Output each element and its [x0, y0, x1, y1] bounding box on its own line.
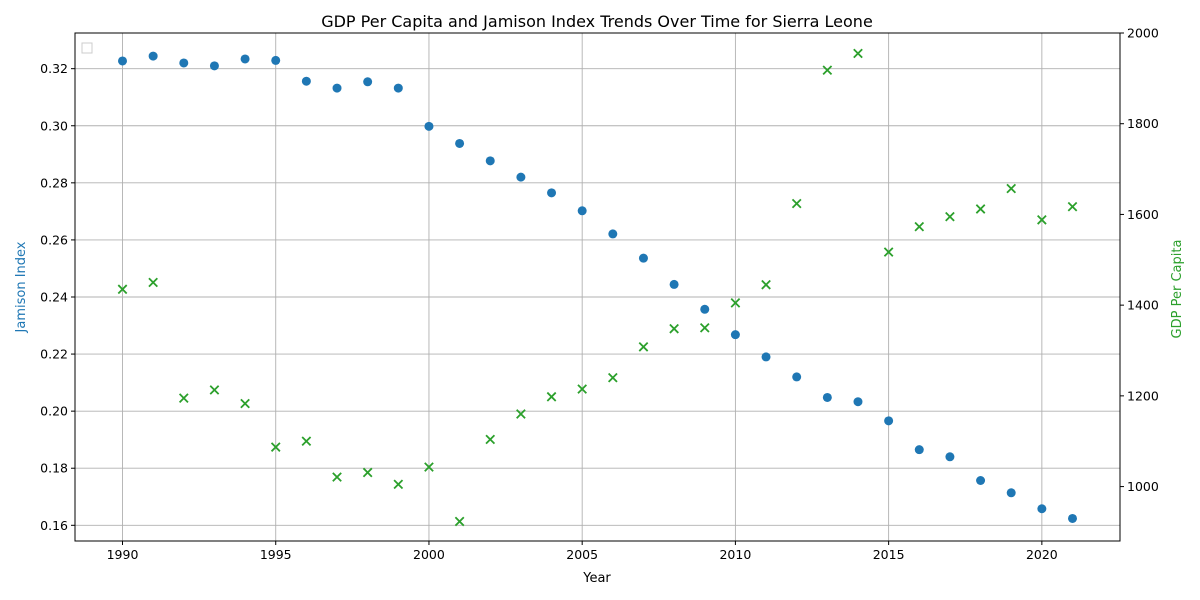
y-axis-right: 1000 1200 1400 1600 1800 2000 — [1120, 26, 1159, 494]
y-left-tick-label: 0.30 — [40, 118, 68, 133]
y-axis-left: 0.16 0.18 0.20 0.22 0.24 0.26 0.28 0.30 0.32 — [40, 61, 75, 533]
jamison-point — [118, 56, 127, 66]
series-gdp-per-capita — [117, 48, 1078, 527]
y-right-tick-label: 1600 — [1127, 207, 1159, 222]
jamison-point — [976, 475, 986, 485]
y-right-tick-label: 1000 — [1127, 479, 1159, 494]
jamison-point — [455, 138, 465, 148]
gdp-point — [607, 372, 618, 383]
gdp-point — [546, 391, 557, 402]
y-left-tick-label: 0.26 — [40, 232, 68, 247]
x-tick-label: 1990 — [107, 547, 139, 562]
gdp-point — [883, 247, 894, 257]
jamison-point — [761, 352, 771, 362]
gdp-point — [209, 385, 220, 395]
jamison-point — [516, 172, 526, 182]
jamison-point — [240, 54, 250, 64]
y-right-tick-label: 1800 — [1127, 116, 1159, 131]
gdp-point — [485, 434, 496, 445]
jamison-point — [945, 452, 955, 462]
jamison-point — [148, 51, 158, 61]
gdp-point — [822, 65, 833, 76]
x-tick-label: 2000 — [413, 547, 445, 562]
y-left-tick-label: 0.20 — [40, 404, 68, 419]
gdp-point — [1037, 215, 1047, 225]
jamison-point — [547, 188, 557, 198]
jamison-point — [1037, 504, 1047, 514]
gdp-point — [424, 462, 434, 472]
plot-frame — [74, 32, 1121, 542]
gdp-point — [945, 211, 955, 222]
gdp-point — [270, 442, 281, 452]
x-axis-title: Year — [582, 571, 611, 586]
jamison-point — [884, 416, 894, 426]
gdp-point — [669, 323, 679, 334]
gdp-point — [178, 393, 189, 403]
jamison-point — [700, 304, 710, 314]
x-tick-label: 1995 — [260, 547, 292, 562]
grid — [75, 33, 1120, 541]
gdp-point — [301, 436, 312, 447]
chart-title: GDP Per Capita and Jamison Index Trends … — [321, 12, 873, 31]
x-tick-label: 2010 — [719, 547, 751, 562]
y-right-tick-label: 2000 — [1127, 26, 1159, 41]
x-tick-label: 2020 — [1026, 547, 1058, 562]
jamison-point — [853, 397, 863, 407]
y-left-tick-label: 0.24 — [40, 289, 68, 304]
gdp-point — [1067, 201, 1078, 212]
y-axis-right-title: GDP Per Capita — [1170, 240, 1185, 339]
gdp-point — [240, 398, 250, 409]
y-axis-left-title: Jamison Index — [14, 241, 29, 333]
y-left-tick-label: 0.28 — [40, 175, 68, 190]
jamison-point — [1068, 513, 1077, 523]
y-left-tick-label: 0.16 — [40, 518, 68, 533]
x-tick-label: 2015 — [873, 547, 905, 562]
jamison-point — [179, 58, 189, 68]
jamison-point — [638, 253, 648, 263]
legend-box — [81, 42, 93, 54]
jamison-point — [730, 330, 740, 340]
gdp-point — [454, 516, 465, 527]
jamison-point — [608, 229, 618, 239]
y-right-tick-label: 1400 — [1127, 298, 1159, 313]
jamison-point — [301, 76, 311, 86]
jamison-point — [424, 121, 434, 131]
x-axis: 1990 1995 2000 2005 2010 2015 2020 — [107, 541, 1058, 562]
gdp-point — [699, 322, 710, 333]
gdp-point — [975, 204, 986, 214]
jamison-point — [914, 445, 924, 455]
jamison-point — [577, 206, 587, 216]
jamison-point — [669, 279, 679, 289]
gdp-point — [148, 277, 158, 288]
gdp-point — [516, 409, 526, 419]
jamison-point — [393, 83, 403, 93]
jamison-point — [363, 77, 373, 87]
jamison-point — [1006, 488, 1016, 498]
jamison-point — [822, 392, 832, 402]
series-jamison-index — [118, 51, 1077, 523]
y-left-tick-label: 0.22 — [40, 347, 68, 362]
x-tick-label: 2005 — [566, 547, 598, 562]
y-left-tick-label: 0.18 — [40, 461, 68, 476]
jamison-point — [485, 156, 495, 166]
gdp-point — [761, 279, 771, 290]
gdp-point — [362, 467, 373, 478]
gdp-point — [332, 472, 342, 482]
gdp-point — [117, 284, 128, 295]
jamison-point — [332, 83, 342, 93]
jamison-point — [792, 372, 802, 382]
gdp-point — [730, 298, 741, 308]
jamison-point — [271, 55, 281, 65]
jamison-point — [209, 61, 219, 71]
gdp-point — [791, 198, 802, 209]
gdp-point — [393, 479, 404, 490]
gdp-point — [1006, 183, 1017, 194]
y-left-tick-label: 0.32 — [40, 61, 68, 76]
gdp-point — [577, 384, 588, 394]
gdp-point — [638, 342, 649, 352]
gdp-point — [914, 221, 925, 232]
y-right-tick-label: 1200 — [1127, 388, 1159, 403]
gdp-point — [853, 48, 863, 59]
